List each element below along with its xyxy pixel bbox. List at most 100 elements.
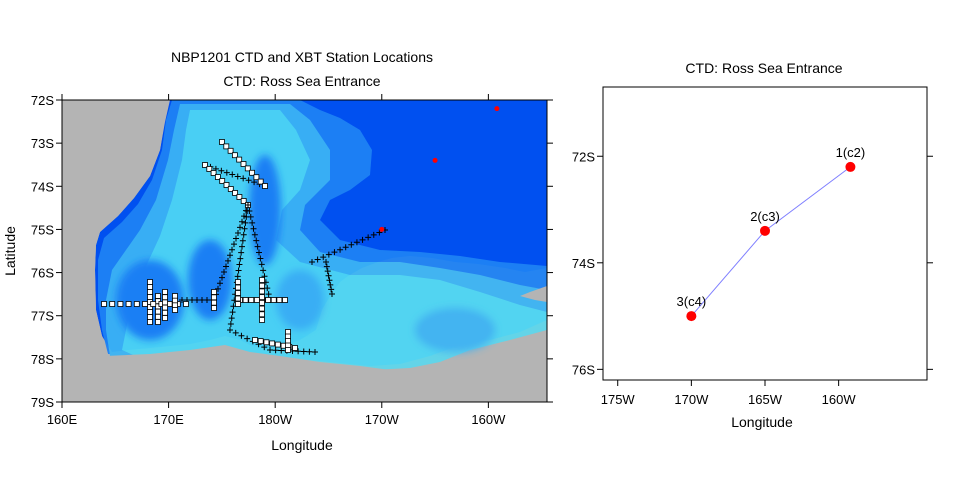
xbt-station-marker: [245, 177, 252, 184]
xbt-station-marker: [326, 277, 333, 284]
xbt-station-marker: [242, 219, 249, 226]
ctd-cast-marker: [259, 282, 265, 289]
map-title-line2: CTD: Ross Sea Entrance: [223, 73, 380, 89]
ctd-cast-marker: [274, 341, 281, 348]
map-y-tick-label: 73S: [31, 136, 54, 151]
ctd-cast-marker: [235, 279, 241, 285]
xbt-station-marker: [233, 235, 239, 242]
xbt-station-marker: [251, 231, 258, 238]
ctd-cast-marker: [235, 301, 241, 307]
ctd-cast-marker: [259, 288, 265, 295]
ctd-cast-marker: [211, 294, 217, 301]
ctd-cast-marker: [117, 301, 124, 307]
map-x-tick-label: 170E: [153, 412, 184, 427]
xbt-station-marker: [359, 236, 366, 243]
ctd-cast-marker: [248, 297, 255, 303]
xbt-station-marker: [329, 291, 335, 297]
xbt-station-marker: [238, 332, 245, 339]
ctd-station-map-marker: [432, 157, 438, 163]
marie-byrd-land: [520, 286, 547, 302]
xbt-station-marker: [325, 251, 332, 258]
xbt-station-marker: [231, 241, 237, 248]
ctd-cast-marker: [242, 297, 249, 303]
ctd-cast-marker: [133, 301, 140, 307]
ctd-station-point: [845, 161, 856, 172]
ctd-cast-marker: [147, 289, 153, 295]
ctd-cast-marker: [172, 293, 178, 299]
ctd-cast-marker: [155, 313, 161, 320]
ctd-cast-marker: [162, 304, 168, 311]
xbt-station-marker: [240, 175, 247, 182]
xbt-station-marker: [232, 329, 239, 336]
ctd-cast-marker: [183, 301, 189, 307]
zoom-x-tick-label: 175W: [601, 392, 636, 407]
map-frame: [61, 99, 548, 403]
ctd-station-label: 2(c3): [750, 209, 780, 224]
xbt-station-marker: [235, 229, 241, 236]
xbt-station-marker: [312, 349, 318, 355]
xbt-station-marker: [236, 261, 243, 268]
xbt-station-marker: [348, 241, 355, 248]
ctd-station-map-marker: [379, 226, 385, 232]
map-x-tick-label: 180W: [258, 412, 293, 427]
ctd-cast-marker: [147, 319, 153, 325]
ctd-cast-marker: [265, 297, 272, 303]
map-y-tick-label: 72S: [31, 93, 54, 108]
ctd-cast-marker: [211, 299, 217, 306]
xbt-station-marker: [239, 237, 246, 244]
ctd-stations-map: [379, 106, 500, 232]
zoom-x-tick-label: 165W: [748, 392, 783, 407]
xbt-station-marker: [219, 274, 225, 281]
xbt-station-marker: [314, 256, 321, 263]
ctd-cast-marker: [125, 301, 132, 307]
xbt-station-marker: [228, 315, 235, 322]
xbt-station-marker: [234, 273, 241, 280]
zoom-x-tick-label: 160W: [822, 392, 857, 407]
xbt-station-marker: [320, 254, 327, 261]
ctd-cast-marker: [162, 315, 168, 321]
xbt-station-marker: [258, 261, 265, 268]
xbt-station-marker: [353, 239, 360, 246]
xbt-station-marker: [221, 269, 227, 276]
map-y-tick-label: 79S: [31, 395, 54, 410]
ctd-cast-marker: [253, 174, 260, 181]
ctd-station-map-marker: [494, 106, 500, 112]
ctd-cast-marker: [244, 165, 251, 172]
xbt-station-marker: [323, 259, 329, 265]
xbt-station-marker: [223, 263, 229, 270]
ctd-cast-marker: [259, 305, 265, 312]
xbt-station-marker: [217, 280, 223, 287]
map-y-tick-label: 78S: [31, 352, 54, 367]
xbt-station-marker: [267, 347, 273, 353]
xbt-station-marker: [331, 249, 338, 256]
xbt-station-marker: [365, 234, 372, 241]
xbt-station-marker: [323, 263, 330, 270]
ctd-cast-marker: [219, 178, 226, 184]
ctd-cast-marker: [236, 156, 243, 163]
ctd-cast-marker: [259, 277, 265, 283]
xbt-station-marker: [229, 246, 235, 253]
ctd-cast-marker: [142, 301, 148, 307]
xbt-station-marker: [272, 347, 279, 354]
ctd-station-point: [686, 311, 697, 322]
xbt-station-marker: [225, 257, 231, 264]
ctd-cast-marker: [235, 290, 241, 296]
zoom-chart-plot: 1(c2) 2(c3) 3(c4): [677, 145, 865, 322]
ctd-cast-marker: [257, 338, 264, 345]
ctd-cast-marker: [232, 190, 239, 196]
xbt-station-marker: [238, 249, 245, 256]
ctd-cast-marker: [263, 339, 270, 346]
xbt-station-marker: [218, 167, 225, 174]
ctd-cast-marker: [147, 309, 153, 315]
ctd-cast-marker: [259, 317, 265, 323]
shelf-trough: [276, 270, 324, 330]
map-axes: 160E 170E 180W 170W 160W 72S 73S 74S 75S 76S 77S 78…: [31, 93, 553, 427]
zoom-chart-axes: 175W 170W 165W 160W 72S 74S 76S: [572, 149, 933, 407]
ctd-cast-marker: [162, 309, 168, 316]
xbt-station-marker: [260, 267, 267, 274]
ctd-cast-marker: [147, 314, 153, 320]
xbt-station-marker: [257, 255, 264, 262]
xbt-station-marker: [227, 321, 234, 328]
ctd-station-point: [760, 225, 770, 236]
zoom-y-tick-label: 76S: [572, 362, 595, 377]
